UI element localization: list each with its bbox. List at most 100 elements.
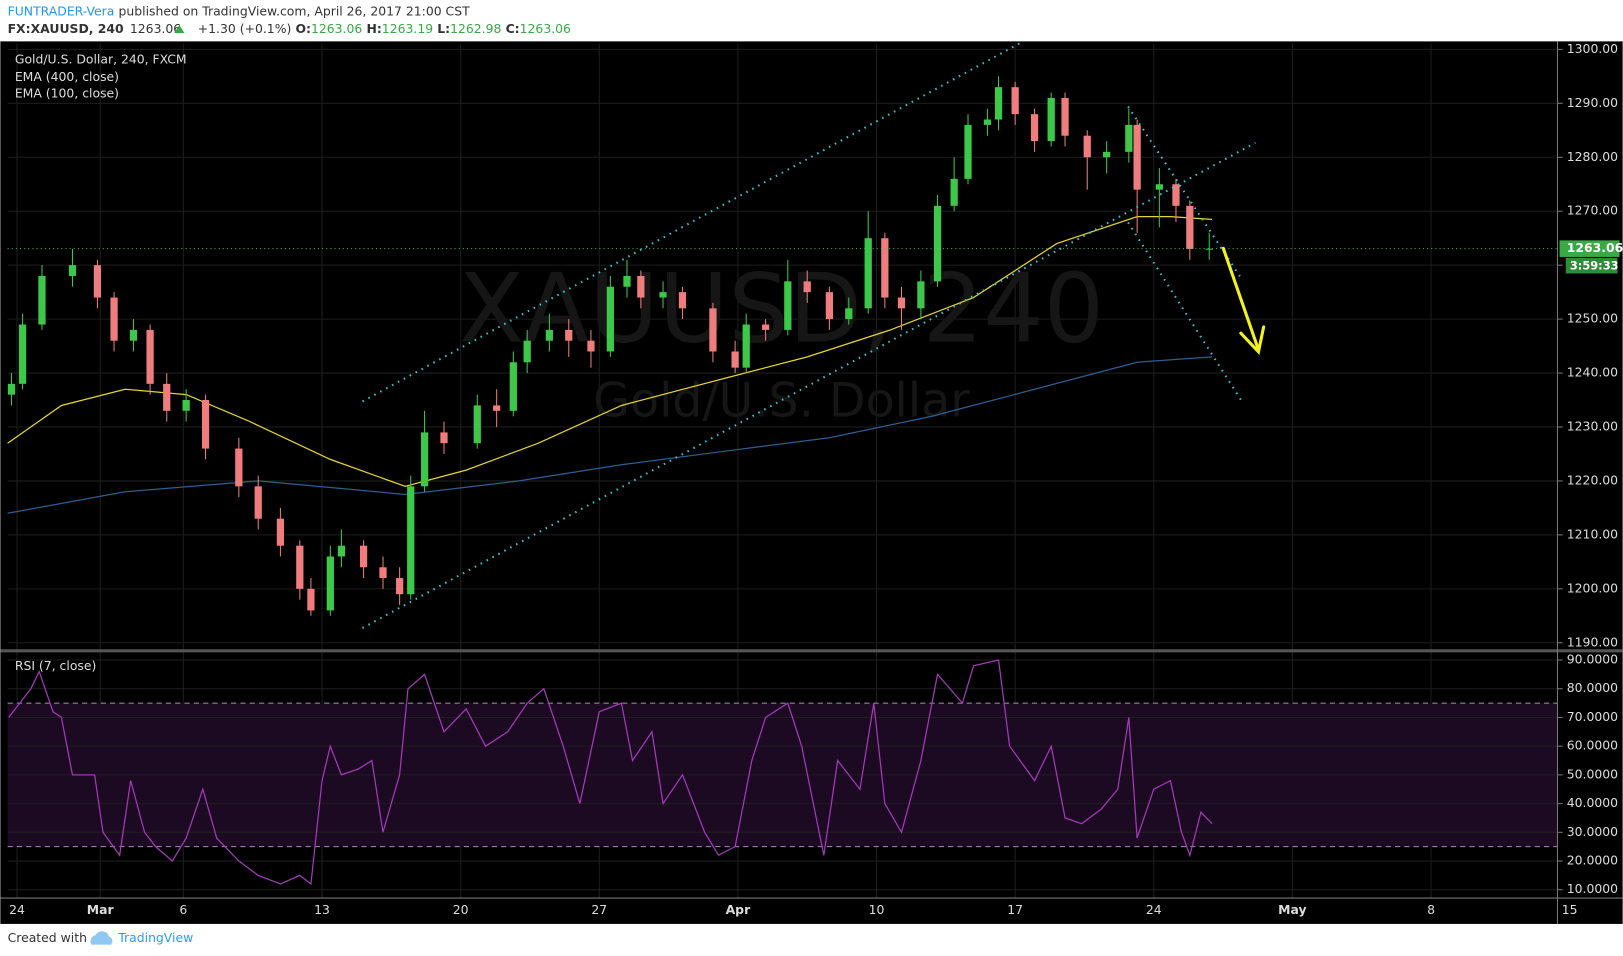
candle-body bbox=[493, 405, 501, 411]
y-tick-label: 1280.00 bbox=[1567, 149, 1618, 164]
candle-body bbox=[509, 362, 517, 411]
candle-body bbox=[761, 324, 770, 330]
candle-body bbox=[864, 238, 872, 309]
chart-title: Gold/U.S. Dollar, 240, FXCM bbox=[15, 52, 187, 67]
x-tick-label: 27 bbox=[591, 902, 607, 917]
candle-body bbox=[129, 329, 138, 341]
x-tick-label: 8 bbox=[1427, 902, 1435, 917]
candle-body bbox=[182, 400, 190, 411]
up-arrow-icon bbox=[174, 24, 185, 34]
y-tick-label: 1190.00 bbox=[1567, 634, 1618, 649]
footer-text: Created with bbox=[8, 930, 87, 945]
descending-top bbox=[1127, 105, 1243, 280]
candle-body bbox=[1061, 97, 1069, 136]
ohlc-label: L: bbox=[437, 20, 450, 35]
y-tick-label: 10.0000 bbox=[1567, 881, 1618, 896]
x-tick-label: 10 bbox=[869, 902, 885, 917]
symbol: FX:XAUUSD, 240 bbox=[8, 20, 124, 35]
candle-body bbox=[93, 265, 102, 298]
legend-entry: EMA (100, close) bbox=[15, 86, 119, 101]
candle-body bbox=[18, 324, 27, 384]
candle-body bbox=[845, 308, 853, 320]
candle-body bbox=[623, 275, 631, 287]
candle-body bbox=[784, 281, 792, 330]
candle-body bbox=[523, 340, 531, 363]
candle-body bbox=[545, 329, 553, 341]
x-tick-label: 24 bbox=[1146, 902, 1162, 917]
y-tick-label: 50.0000 bbox=[1567, 766, 1618, 781]
tradingview-logo[interactable] bbox=[90, 931, 113, 945]
symbol-line: FX:XAUUSD, 240 1263.06 +1.30 (+0.1%) O:1263… bbox=[8, 20, 571, 35]
y-tick-label: 1220.00 bbox=[1567, 472, 1618, 487]
change: +1.30 (+0.1%) bbox=[198, 20, 292, 35]
y-tick-label: 40.0000 bbox=[1567, 795, 1618, 810]
candle-body bbox=[1155, 184, 1163, 190]
y-tick-label: 1300.00 bbox=[1567, 41, 1618, 56]
candle-body bbox=[407, 486, 415, 595]
publish-line: FUNTRADER-Vera published on TradingView.c… bbox=[8, 3, 471, 18]
last: 1263.06 bbox=[130, 20, 181, 35]
ohlc-value: 1263.06 bbox=[520, 20, 571, 35]
y-tick-label: 90.0000 bbox=[1567, 652, 1618, 667]
candle-body bbox=[110, 297, 118, 341]
watermark: XAUUSD, 240 bbox=[459, 254, 1104, 364]
candle-body bbox=[359, 545, 368, 568]
legend-entry: EMA (400, close) bbox=[15, 69, 119, 84]
candle-body bbox=[825, 292, 834, 320]
x-tick-label: 13 bbox=[314, 902, 330, 917]
candle-body bbox=[1205, 248, 1213, 250]
candle-body bbox=[1125, 124, 1133, 152]
ohlc-value: 1263.19 bbox=[382, 20, 433, 35]
ohlc-value: 1262.98 bbox=[450, 20, 501, 35]
candle-body bbox=[1083, 135, 1091, 158]
candle-body bbox=[326, 556, 334, 611]
candle-body bbox=[379, 567, 387, 579]
candle-body bbox=[637, 275, 645, 298]
candle-body bbox=[296, 545, 304, 589]
candle-body bbox=[254, 486, 262, 519]
forecast-arrow bbox=[1221, 246, 1266, 356]
candle-body bbox=[897, 297, 906, 309]
footer-brand[interactable]: TradingView bbox=[117, 930, 193, 945]
ohlc-label: C: bbox=[506, 20, 520, 35]
candle-body bbox=[606, 286, 614, 352]
y-tick-label: 1210.00 bbox=[1567, 526, 1618, 541]
candle-body bbox=[1030, 114, 1039, 142]
candle-body bbox=[201, 400, 210, 449]
candle-body bbox=[1133, 124, 1141, 190]
y-tick-label: 70.0000 bbox=[1567, 709, 1618, 724]
candle-body bbox=[1186, 205, 1194, 249]
candle-body bbox=[659, 292, 667, 298]
candle-body bbox=[420, 432, 429, 487]
rsi-line bbox=[8, 659, 1213, 886]
y-tick-label: 1200.00 bbox=[1567, 580, 1618, 595]
x-tick-label: 17 bbox=[1007, 902, 1023, 917]
y-tick-label: 1290.00 bbox=[1567, 95, 1618, 110]
countdown: 3:59:33 bbox=[1570, 259, 1619, 273]
y-tick-label: 1250.00 bbox=[1567, 311, 1618, 326]
x-tick-label: 20 bbox=[453, 902, 469, 917]
candle-body bbox=[587, 340, 595, 352]
candle-body bbox=[803, 281, 811, 293]
candle-body bbox=[678, 292, 687, 309]
candle-body bbox=[307, 588, 315, 611]
candle-body bbox=[146, 329, 154, 384]
last-price-box bbox=[1559, 240, 1620, 257]
watermark-subtitle: Gold/U.S. Dollar bbox=[593, 374, 970, 429]
countdown-box bbox=[1565, 257, 1618, 274]
x-tick-label: 6 bbox=[179, 902, 187, 917]
author[interactable]: FUNTRADER-Vera bbox=[8, 3, 115, 18]
published: published on TradingView.com, April 26, … bbox=[119, 3, 471, 18]
ohlc-label: O: bbox=[295, 20, 311, 35]
ohlc-value: 1263.06 bbox=[311, 20, 362, 35]
y-tick-label: 80.0000 bbox=[1567, 680, 1618, 695]
channel-bottom bbox=[361, 141, 1256, 629]
candle-body bbox=[1103, 151, 1111, 158]
candle-body bbox=[1047, 97, 1055, 142]
candle-body bbox=[276, 518, 285, 546]
candle-body bbox=[950, 178, 958, 206]
candle-body bbox=[38, 275, 46, 325]
candle-body bbox=[68, 265, 77, 276]
x-tick-label: 15 bbox=[1562, 902, 1578, 917]
